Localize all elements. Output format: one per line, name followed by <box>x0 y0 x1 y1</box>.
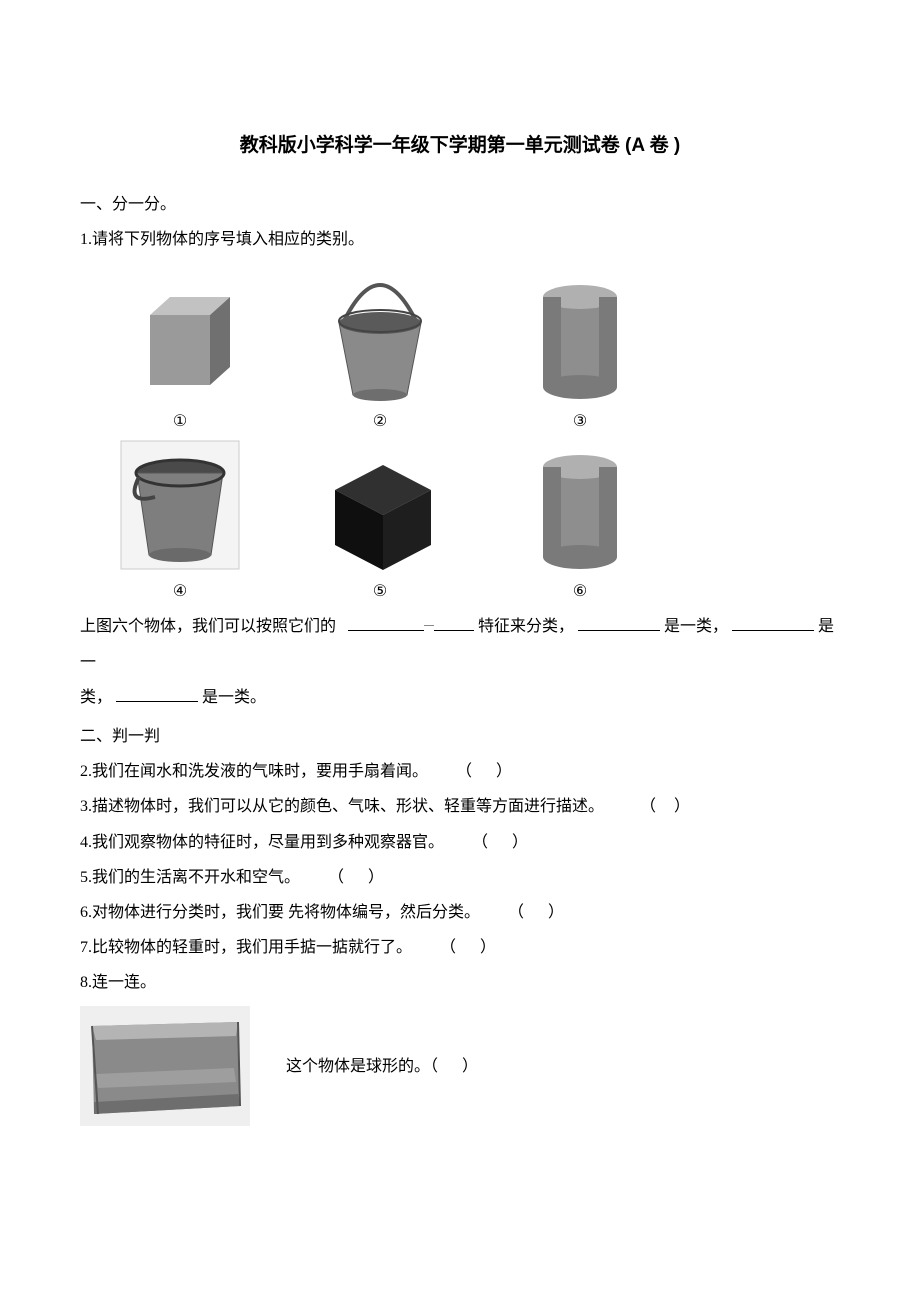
q6-text: 6.对物体进行分类时，我们要 先将物体编号，然后分类。 <box>80 904 480 921</box>
q1-images-grid: ① ② ③ <box>80 265 700 605</box>
q1-blank-2[interactable] <box>578 615 660 631</box>
section-2-head: 二、判一判 <box>80 719 840 754</box>
img-label-5: ⑤ <box>373 581 387 601</box>
img-cell-1: ① <box>80 265 280 431</box>
q8-close: ） <box>462 1058 478 1075</box>
q4-text: 4.我们观察物体的特征时，尽量用到多种观察器官。 <box>80 834 444 851</box>
q8-packet-image <box>80 1006 250 1126</box>
q1-sentence-line2: 类， 是一类。 <box>80 680 840 715</box>
img-label-1: ① <box>173 411 187 431</box>
q7-text: 7.比较物体的轻重时，我们用手掂一掂就行了。 <box>80 939 412 956</box>
img-label-6: ⑥ <box>573 581 587 601</box>
q1-part-b: 特征来分类， <box>478 618 574 635</box>
img-label-4: ④ <box>173 581 187 601</box>
q8-desc: 这个物体是球形的。（ <box>286 1058 438 1075</box>
img-label-2: ② <box>373 411 387 431</box>
q8-head: 8.连一连。 <box>80 965 840 1000</box>
q1-blank-1b[interactable] <box>434 615 474 631</box>
bucket-handle-down-image <box>110 435 250 575</box>
img-cell-6: ⑥ <box>480 435 680 601</box>
page-title: 教科版小学科学一年级下学期第一单元测试卷 (A 卷 ) <box>80 130 840 157</box>
q8-desc-line: 这个物体是球形的。（ ） <box>286 1049 478 1084</box>
img-cell-4: ④ <box>80 435 280 601</box>
q1-text: 1.请将下列物体的序号填入相应的类别。 <box>80 222 840 257</box>
cylinder-image-1 <box>510 265 650 405</box>
img-cell-3: ③ <box>480 265 680 431</box>
cube-black-image <box>310 435 450 575</box>
q1-blank-1a[interactable] <box>348 615 424 631</box>
cylinder-image-2 <box>510 435 650 575</box>
q1-part-c: 是一类， <box>664 618 728 635</box>
q2-line: 2.我们在闻水和洗发液的气味时，要用手扇着闻。 （） <box>80 754 840 789</box>
q1-blank-4[interactable] <box>116 686 198 702</box>
q1-blank-3[interactable] <box>732 615 814 631</box>
bucket-handle-up-image <box>310 265 450 405</box>
q5-text: 5.我们的生活离不开水和空气。 <box>80 869 300 886</box>
q1-sentence: 上图六个物体，我们可以按照它们的 特征来分类， 是一类， 是一 <box>80 609 840 679</box>
q4-line: 4.我们观察物体的特征时，尽量用到多种观察器官。 （） <box>80 825 840 860</box>
q6-line: 6.对物体进行分类时，我们要 先将物体编号，然后分类。 （） <box>80 895 840 930</box>
q1-part-f: 是一类。 <box>202 689 266 706</box>
img-label-3: ③ <box>573 411 587 431</box>
q1-blank-1-dash <box>424 625 434 626</box>
q7-line: 7.比较物体的轻重时，我们用手掂一掂就行了。 （） <box>80 930 840 965</box>
q3-text: 3.描述物体时，我们可以从它的颜色、气味、形状、轻重等方面进行描述。 <box>80 798 604 815</box>
q2-text: 2.我们在闻水和洗发液的气味时，要用手扇着闻。 <box>80 763 428 780</box>
section-1-head: 一、分一分。 <box>80 187 840 222</box>
q8-row: 这个物体是球形的。（ ） <box>80 1006 840 1126</box>
img-cell-2: ② <box>280 265 480 431</box>
cube-gray-image <box>110 265 250 405</box>
q3-line: 3.描述物体时，我们可以从它的颜色、气味、形状、轻重等方面进行描述。 （） <box>80 789 840 824</box>
img-cell-5: ⑤ <box>280 435 480 601</box>
q1-part-a: 上图六个物体，我们可以按照它们的 <box>80 618 336 635</box>
q5-line: 5.我们的生活离不开水和空气。 （） <box>80 860 840 895</box>
q1-part-e: 类， <box>80 689 112 706</box>
